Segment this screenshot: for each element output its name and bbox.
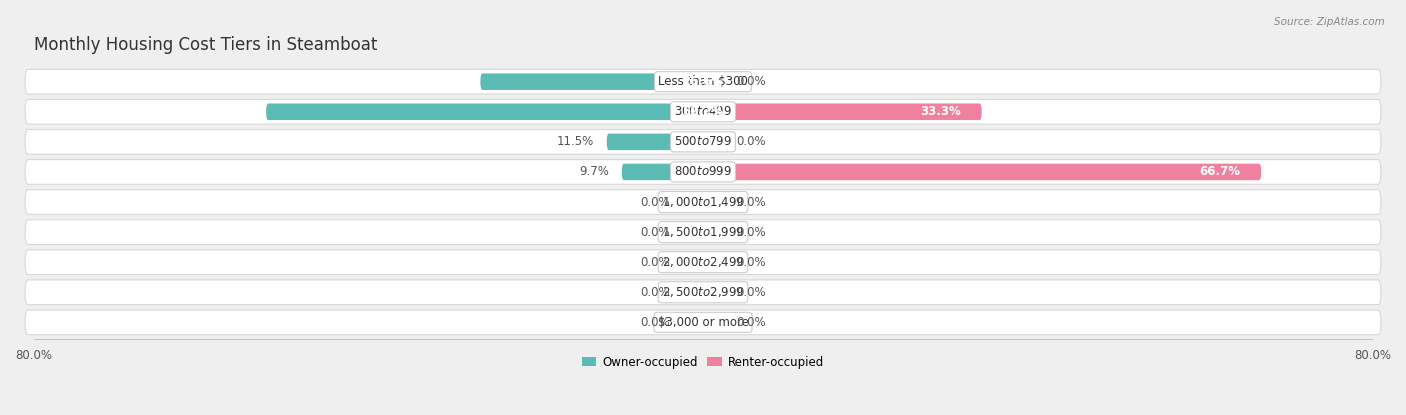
FancyBboxPatch shape bbox=[266, 103, 703, 120]
Text: 0.0%: 0.0% bbox=[737, 226, 766, 239]
FancyBboxPatch shape bbox=[25, 100, 1381, 124]
Text: 0.0%: 0.0% bbox=[640, 316, 669, 329]
Text: $1,000 to $1,499: $1,000 to $1,499 bbox=[662, 195, 744, 209]
Text: $300 to $499: $300 to $499 bbox=[673, 105, 733, 118]
Text: 66.7%: 66.7% bbox=[1199, 166, 1240, 178]
FancyBboxPatch shape bbox=[703, 164, 1261, 180]
Text: 0.0%: 0.0% bbox=[737, 135, 766, 148]
FancyBboxPatch shape bbox=[703, 224, 724, 240]
Text: Source: ZipAtlas.com: Source: ZipAtlas.com bbox=[1274, 17, 1385, 27]
Text: 52.2%: 52.2% bbox=[682, 105, 723, 118]
Text: 0.0%: 0.0% bbox=[737, 256, 766, 269]
FancyBboxPatch shape bbox=[703, 314, 724, 331]
FancyBboxPatch shape bbox=[703, 103, 981, 120]
FancyBboxPatch shape bbox=[25, 280, 1381, 305]
Text: $1,500 to $1,999: $1,500 to $1,999 bbox=[662, 225, 744, 239]
Text: 0.0%: 0.0% bbox=[737, 195, 766, 208]
FancyBboxPatch shape bbox=[25, 160, 1381, 184]
Text: 0.0%: 0.0% bbox=[737, 286, 766, 299]
FancyBboxPatch shape bbox=[682, 284, 703, 300]
FancyBboxPatch shape bbox=[703, 73, 724, 90]
FancyBboxPatch shape bbox=[25, 190, 1381, 215]
FancyBboxPatch shape bbox=[682, 194, 703, 210]
FancyBboxPatch shape bbox=[682, 314, 703, 331]
FancyBboxPatch shape bbox=[25, 69, 1381, 94]
Text: 0.0%: 0.0% bbox=[640, 195, 669, 208]
Text: 0.0%: 0.0% bbox=[640, 256, 669, 269]
FancyBboxPatch shape bbox=[25, 129, 1381, 154]
FancyBboxPatch shape bbox=[703, 284, 724, 300]
FancyBboxPatch shape bbox=[703, 134, 724, 150]
Text: 9.7%: 9.7% bbox=[579, 166, 609, 178]
Text: 0.0%: 0.0% bbox=[640, 286, 669, 299]
Text: 0.0%: 0.0% bbox=[737, 316, 766, 329]
Text: $2,000 to $2,499: $2,000 to $2,499 bbox=[662, 255, 744, 269]
Legend: Owner-occupied, Renter-occupied: Owner-occupied, Renter-occupied bbox=[578, 351, 828, 373]
Text: 26.6%: 26.6% bbox=[682, 75, 723, 88]
Text: $2,500 to $2,999: $2,500 to $2,999 bbox=[662, 285, 744, 299]
Text: $3,000 or more: $3,000 or more bbox=[658, 316, 748, 329]
FancyBboxPatch shape bbox=[25, 310, 1381, 335]
Text: Monthly Housing Cost Tiers in Steamboat: Monthly Housing Cost Tiers in Steamboat bbox=[34, 36, 377, 54]
Text: $800 to $999: $800 to $999 bbox=[673, 166, 733, 178]
FancyBboxPatch shape bbox=[703, 194, 724, 210]
Text: 11.5%: 11.5% bbox=[557, 135, 595, 148]
Text: 33.3%: 33.3% bbox=[920, 105, 960, 118]
Text: $500 to $799: $500 to $799 bbox=[673, 135, 733, 148]
FancyBboxPatch shape bbox=[481, 73, 703, 90]
FancyBboxPatch shape bbox=[682, 254, 703, 271]
Text: 0.0%: 0.0% bbox=[640, 226, 669, 239]
FancyBboxPatch shape bbox=[621, 164, 703, 180]
FancyBboxPatch shape bbox=[25, 220, 1381, 244]
Text: Less than $300: Less than $300 bbox=[658, 75, 748, 88]
FancyBboxPatch shape bbox=[682, 224, 703, 240]
Text: 0.0%: 0.0% bbox=[737, 75, 766, 88]
FancyBboxPatch shape bbox=[25, 250, 1381, 275]
FancyBboxPatch shape bbox=[703, 254, 724, 271]
FancyBboxPatch shape bbox=[607, 134, 703, 150]
